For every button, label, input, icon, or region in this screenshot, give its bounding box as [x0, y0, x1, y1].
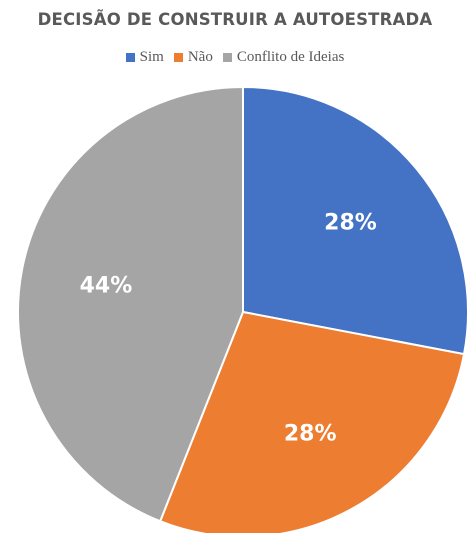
legend-item-nao: Não	[173, 49, 213, 66]
legend-label-nao: Não	[187, 49, 213, 65]
legend-item-sim: Sim	[125, 49, 164, 66]
legend-swatch-conflito	[222, 53, 232, 62]
legend-label-conflito: Conflito de Ideias	[236, 49, 345, 65]
data-label-conflito: 44%	[80, 273, 133, 298]
legend-label-sim: Sim	[139, 49, 164, 65]
pie-slice-nao	[158, 310, 466, 533]
legend-swatch-nao	[173, 53, 183, 62]
legend-swatch-sim	[125, 53, 135, 62]
pie-slice-sim	[242, 85, 469, 356]
legend-item-conflito: Conflito de Ideias	[222, 49, 345, 66]
data-label-nao: 28%	[284, 422, 337, 447]
data-label-sim: 28%	[324, 211, 377, 236]
chart-title: DECISÃO DE CONSTRUIR A AUTOESTRADA	[37, 10, 433, 29]
pie-slices	[17, 85, 469, 533]
pie-data-labels: 28% 28% 44%	[80, 211, 377, 447]
legend: Sim Não Conflito de Ideias	[0, 49, 470, 66]
pie-slice-conflito	[17, 85, 244, 523]
